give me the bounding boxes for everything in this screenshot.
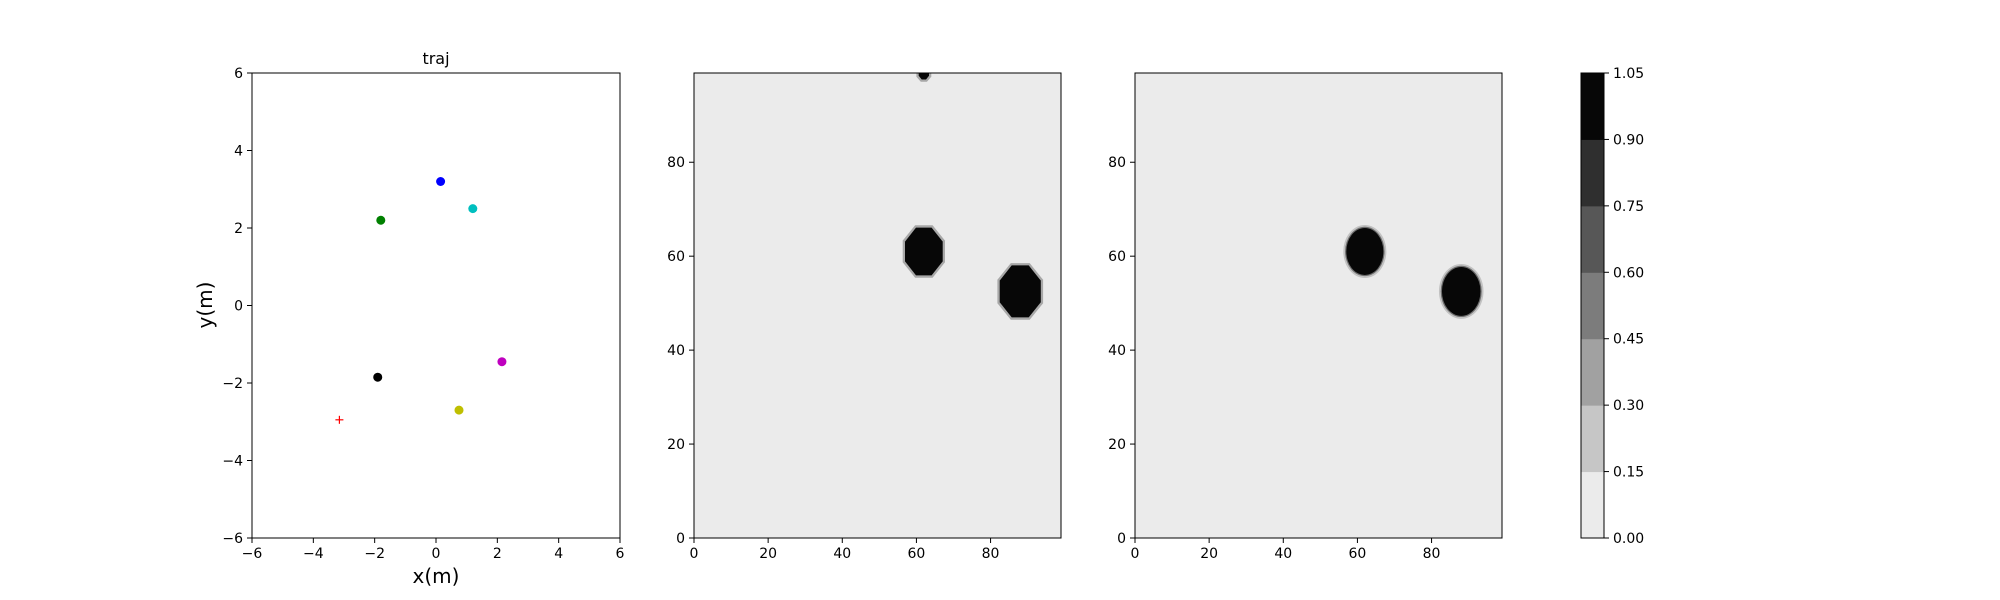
colorbar-tick-label: 0.45	[1613, 332, 1644, 348]
colorbar-tick-label: 0.90	[1613, 132, 1644, 148]
x-tick-label: 40	[1274, 546, 1292, 562]
obstacle-blob-2	[1438, 263, 1484, 319]
y-tick-label: −6	[222, 531, 243, 547]
occupancy-map-left-x-ticks: 0 20 40 60 80	[690, 538, 1000, 562]
occupancy-map-left-blobs	[902, 73, 1044, 320]
obstacle-blob-3	[916, 73, 932, 82]
colorbar-band-6	[1581, 139, 1604, 207]
colorbar-band-4	[1581, 272, 1604, 340]
trajectory-y-ticks: −6 −4 −2 0 2 4 6	[222, 66, 252, 547]
y-tick-label: 6	[234, 66, 243, 82]
occupancy-map-right-blobs	[1343, 225, 1484, 319]
agent-point-5	[373, 372, 383, 382]
obstacle-blob-1	[902, 225, 945, 278]
colorbar-frame	[1580, 72, 1605, 539]
x-tick-label: 20	[759, 546, 777, 562]
y-tick-label: 20	[667, 437, 685, 453]
colorbar-ticks: 0.00 0.15 0.30 0.45 0.60 0.75 0.90 1.05	[1604, 66, 1644, 547]
x-tick-label: 4	[554, 546, 563, 562]
colorbar-tick-label: 0.75	[1613, 199, 1644, 215]
colorbar-band-3	[1581, 338, 1604, 406]
x-tick-label: −6	[242, 546, 263, 562]
goal-marker	[335, 415, 344, 424]
y-tick-label: 20	[1108, 437, 1126, 453]
y-tick-label: 2	[234, 221, 243, 237]
x-tick-label: 60	[908, 546, 926, 562]
x-tick-label: 40	[833, 546, 851, 562]
agent-point-2	[468, 204, 478, 214]
x-tick-label: 60	[1349, 546, 1367, 562]
colorbar: 0.00 0.15 0.30 0.45 0.60 0.75 0.90 1.05	[1580, 66, 1644, 547]
trajectory-x-axis-title: x(m)	[413, 564, 460, 588]
trajectory-plot-area	[252, 73, 620, 538]
y-tick-label: 40	[667, 343, 685, 359]
trajectory-x-ticks: −6 −4 −2 0 2 4 6	[242, 538, 625, 562]
y-tick-label: 0	[234, 299, 243, 315]
colorbar-tick-label: 0.60	[1613, 265, 1644, 281]
agent-point-1	[436, 177, 446, 186]
x-tick-label: 20	[1200, 546, 1218, 562]
occupancy-map-left-y-ticks: 0 20 40 60 80	[667, 155, 694, 547]
colorbar-tick-label: 0.15	[1613, 465, 1644, 481]
x-tick-label: 80	[1423, 546, 1441, 562]
agent-point-4	[497, 357, 507, 367]
agent-point-3	[376, 215, 386, 225]
trajectory-y-axis-title: y(m)	[193, 282, 217, 329]
occupancy-map-right-background	[1135, 73, 1502, 538]
y-tick-label: 0	[1117, 531, 1126, 547]
y-tick-label: 60	[667, 249, 685, 265]
occupancy-map-right-x-ticks: 0 20 40 60 80	[1131, 538, 1441, 562]
occupancy-map-right-frame	[1134, 72, 1503, 539]
x-tick-label: 0	[690, 546, 699, 562]
colorbar-tick-label: 0.00	[1613, 531, 1644, 547]
colorbar-band-7	[1581, 73, 1604, 140]
occupancy-map-right-y-ticks: 0 20 40 60 80	[1108, 155, 1135, 547]
occupancy-map-left-frame	[693, 72, 1062, 539]
x-tick-label: 2	[493, 546, 502, 562]
y-tick-label: 80	[667, 155, 685, 171]
y-tick-label: −2	[222, 376, 243, 392]
trajectory-points	[335, 177, 507, 424]
y-tick-label: −4	[222, 454, 243, 470]
colorbar-band-1	[1581, 471, 1604, 539]
x-tick-label: −4	[303, 546, 324, 562]
y-tick-label: 60	[1108, 249, 1126, 265]
colorbar-tick-label: 0.30	[1613, 398, 1644, 414]
x-tick-label: −2	[364, 546, 385, 562]
obstacle-blob-1	[1343, 225, 1387, 278]
y-tick-label: 40	[1108, 343, 1126, 359]
x-tick-label: 80	[982, 546, 1000, 562]
colorbar-band-2	[1581, 405, 1604, 473]
occupancy-map-left: 0 20 40 60 80 0 20 40 60 80	[667, 72, 1062, 562]
x-tick-label: 6	[616, 546, 625, 562]
y-tick-label: 80	[1108, 155, 1126, 171]
colorbar-tick-label: 1.05	[1613, 66, 1644, 82]
x-tick-label: 0	[432, 546, 441, 562]
trajectory-plot: −6 −4 −2 0 2 4 6 −6 −4 −2 0 2 4 6 traj x(m) y(m)	[193, 49, 625, 588]
colorbar-band-5	[1581, 205, 1604, 273]
y-tick-label: 0	[676, 531, 685, 547]
trajectory-title: traj	[422, 49, 449, 68]
colorbar-bands	[1581, 73, 1604, 539]
occupancy-map-right: 0 20 40 60 80 0 20 40 60 80	[1108, 72, 1503, 562]
x-tick-label: 0	[1131, 546, 1140, 562]
obstacle-blob-2	[997, 263, 1044, 320]
agent-point-6	[454, 405, 464, 415]
y-tick-label: 4	[234, 144, 243, 160]
